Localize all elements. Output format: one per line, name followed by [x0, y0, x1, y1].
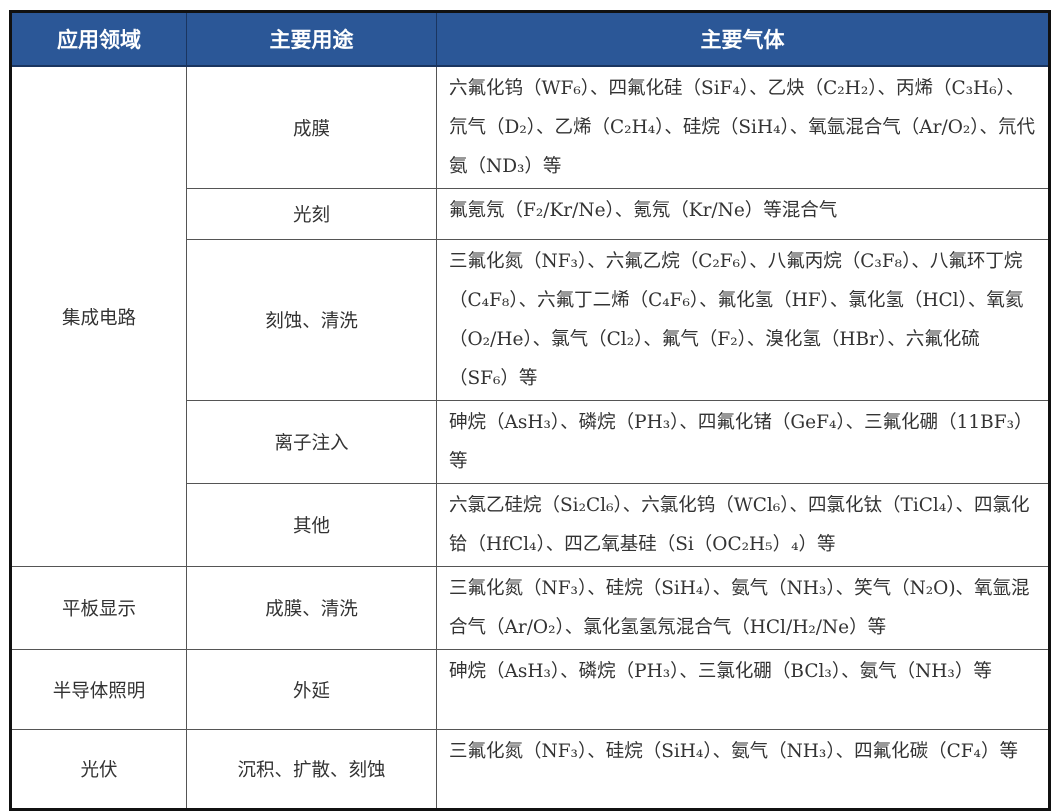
gases-cell: 砷烷（AsH₃）、磷烷（PH₃）、四氟化锗（GeF₄）、三氟化硼（11BF₃）等: [436, 400, 1050, 484]
usage-cell: 成膜、清洗: [186, 566, 437, 650]
table-row: 光刻 氟氪氖（F₂/Kr/Ne）、氪氖（Kr/Ne）等混合气: [11, 188, 1050, 240]
table-row: 集成电路 成膜 六氟化钨（WF₆）、四氟化硅（SiF₄）、乙炔（C₂H₂）、丙烯…: [10, 65, 1050, 567]
table-row: 光伏 沉积、扩散、刻蚀 三氟化氮（NF₃）、硅烷（SiH₄）、氨气（NH₃）、四…: [10, 729, 1050, 810]
gases-cell: 三氟化氮（NF₃）、硅烷（SiH₄）、氨气（NH₃）、四氟化碳（CF₄）等: [436, 729, 1050, 810]
gases-cell: 六氟化钨（WF₆）、四氟化硅（SiF₄）、乙炔（C₂H₂）、丙烯（C₃H₆）、氘…: [436, 65, 1050, 189]
domain-cell: 半导体照明: [10, 649, 187, 730]
usage-cell: 其他: [186, 483, 437, 567]
table-row: 平板显示 成膜、清洗 三氟化氮（NF₃）、硅烷（SiH₄）、氨气（NH₃）、笑气…: [10, 566, 1050, 650]
domain-cell: 集成电路: [10, 65, 187, 567]
header-row: 应用领域 主要用途 主要气体: [10, 11, 1050, 67]
table-row: 半导体照明 外延 砷烷（AsH₃）、磷烷（PH₃）、三氯化硼（BCl₃）、氨气（…: [10, 649, 1050, 730]
header-usage: 主要用途: [186, 11, 437, 67]
domain-cell: 平板显示: [10, 566, 187, 650]
gas-application-table: 应用领域 主要用途 主要气体 集成电路 成膜 六氟化钨（WF₆）、四氟化硅（Si…: [9, 10, 1051, 811]
gases-cell: 三氟化氮（NF₃）、硅烷（SiH₄）、氨气（NH₃）、笑气（N₂O)、氧氩混合气…: [436, 566, 1050, 650]
header-domain: 应用领域: [10, 11, 187, 67]
usage-cell: 外延: [186, 649, 437, 730]
table-row: 刻蚀、清洗 三氟化氮（NF₃）、六氟乙烷（C₂F₆）、八氟丙烷（C₃F₈）、八氟…: [11, 239, 1050, 401]
gases-cell: 六氯乙硅烷（Si₂Cl₆）、六氯化钨（WCl₆）、四氯化钛（TiCl₄）、四氯化…: [436, 483, 1050, 567]
usage-cell: 刻蚀、清洗: [186, 239, 437, 401]
gases-cell: 三氟化氮（NF₃）、六氟乙烷（C₂F₆）、八氟丙烷（C₃F₈）、八氟环丁烷（C₄…: [436, 239, 1050, 401]
gases-cell: 氟氪氖（F₂/Kr/Ne）、氪氖（Kr/Ne）等混合气: [436, 188, 1050, 240]
usage-cell: 成膜: [186, 65, 437, 189]
usage-cell: 沉积、扩散、刻蚀: [186, 729, 437, 810]
usage-cell: 离子注入: [186, 400, 437, 484]
table-row: 离子注入 砷烷（AsH₃）、磷烷（PH₃）、四氟化锗（GeF₄）、三氟化硼（11…: [11, 400, 1050, 484]
domain-cell: 光伏: [10, 729, 187, 810]
usage-cell: 光刻: [186, 188, 437, 240]
header-gases: 主要气体: [436, 11, 1050, 67]
table-row: 其他 六氯乙硅烷（Si₂Cl₆）、六氯化钨（WCl₆）、四氯化钛（TiCl₄）、…: [11, 483, 1050, 567]
gases-cell: 砷烷（AsH₃）、磷烷（PH₃）、三氯化硼（BCl₃）、氨气（NH₃）等: [436, 649, 1050, 730]
